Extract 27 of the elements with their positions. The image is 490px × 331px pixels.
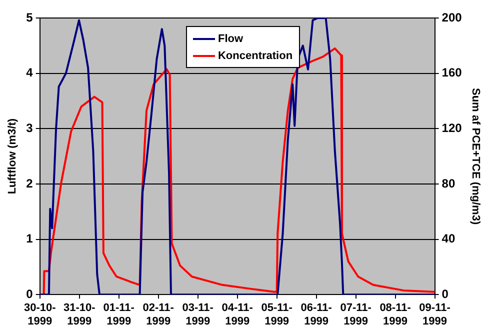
x-tick-label: 31-10-1999 xyxy=(63,302,96,328)
x-tick-label: 07-11-1999 xyxy=(340,302,372,328)
y-tick-label: 0 xyxy=(26,286,34,301)
legend-label: Flow xyxy=(218,32,244,44)
y2-tick-label: 0 xyxy=(442,286,449,301)
y2-axis-title: Sum af PCE+TCE (mg/m3) xyxy=(469,88,482,225)
x-tick-label: 08-11-1999 xyxy=(380,302,412,328)
y-tick-label: 2 xyxy=(26,176,34,190)
y-tick-label: 4 xyxy=(26,66,34,80)
y-axis-title: Luftflow (m3/t) xyxy=(6,118,19,194)
x-tick-label: 01-11-1999 xyxy=(103,302,135,328)
y2-tick-label: 200 xyxy=(442,10,462,24)
y-tick-label: 1 xyxy=(26,232,34,246)
y2-tick-label: 40 xyxy=(442,232,456,246)
x-tick-label: 03-11-1999 xyxy=(182,302,214,328)
y-tick-label: 3 xyxy=(26,120,34,135)
legend-label: Koncentration xyxy=(218,50,293,62)
y2-tick-label: 120 xyxy=(442,120,462,135)
x-tick-label: 09-11-1999 xyxy=(419,302,451,328)
x-tick-label: 05-11-1999 xyxy=(261,302,293,328)
y-tick-label: 5 xyxy=(26,10,34,24)
x-tick-label: 04-11-1999 xyxy=(222,302,254,328)
x-tick-label: 30-10-1999 xyxy=(24,302,56,328)
y2-tick-label: 80 xyxy=(442,176,456,190)
x-tick-label: 02-11-1999 xyxy=(142,302,174,328)
y2-tick-label: 160 xyxy=(442,66,462,80)
x-tick-label: 06-11-1999 xyxy=(300,302,332,328)
